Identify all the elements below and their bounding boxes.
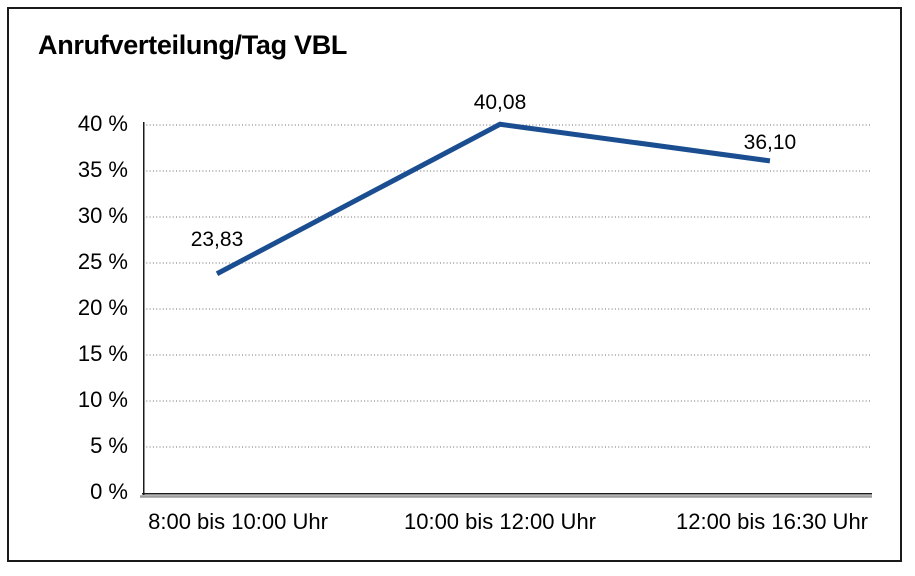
data-point-label: 23,83 <box>190 227 244 251</box>
x-axis-label: 8:00 bis 10:00 Uhr <box>148 509 328 534</box>
y-tick-label: 25 % <box>77 249 128 274</box>
data-line-series <box>215 121 771 276</box>
y-tick-label: 35 % <box>77 157 128 182</box>
y-tick-label: 40 % <box>77 111 128 136</box>
y-tick-label: 5 % <box>90 433 128 458</box>
chart-title: Anrufverteilung/Tag VBL <box>38 30 348 60</box>
y-tick-label: 20 % <box>77 295 128 320</box>
y-tick-label: 0 % <box>90 479 128 504</box>
y-tick-label: 30 % <box>77 203 128 228</box>
y-tick-label: 15 % <box>77 341 128 366</box>
data-point-label: 36,10 <box>743 130 797 154</box>
y-tick-label: 10 % <box>77 387 128 412</box>
x-axis-label: 10:00 bis 12:00 Uhr <box>403 509 597 534</box>
x-axis-label: 12:00 bis 16:30 Uhr <box>675 509 869 534</box>
data-point-label: 40,08 <box>473 91 527 115</box>
